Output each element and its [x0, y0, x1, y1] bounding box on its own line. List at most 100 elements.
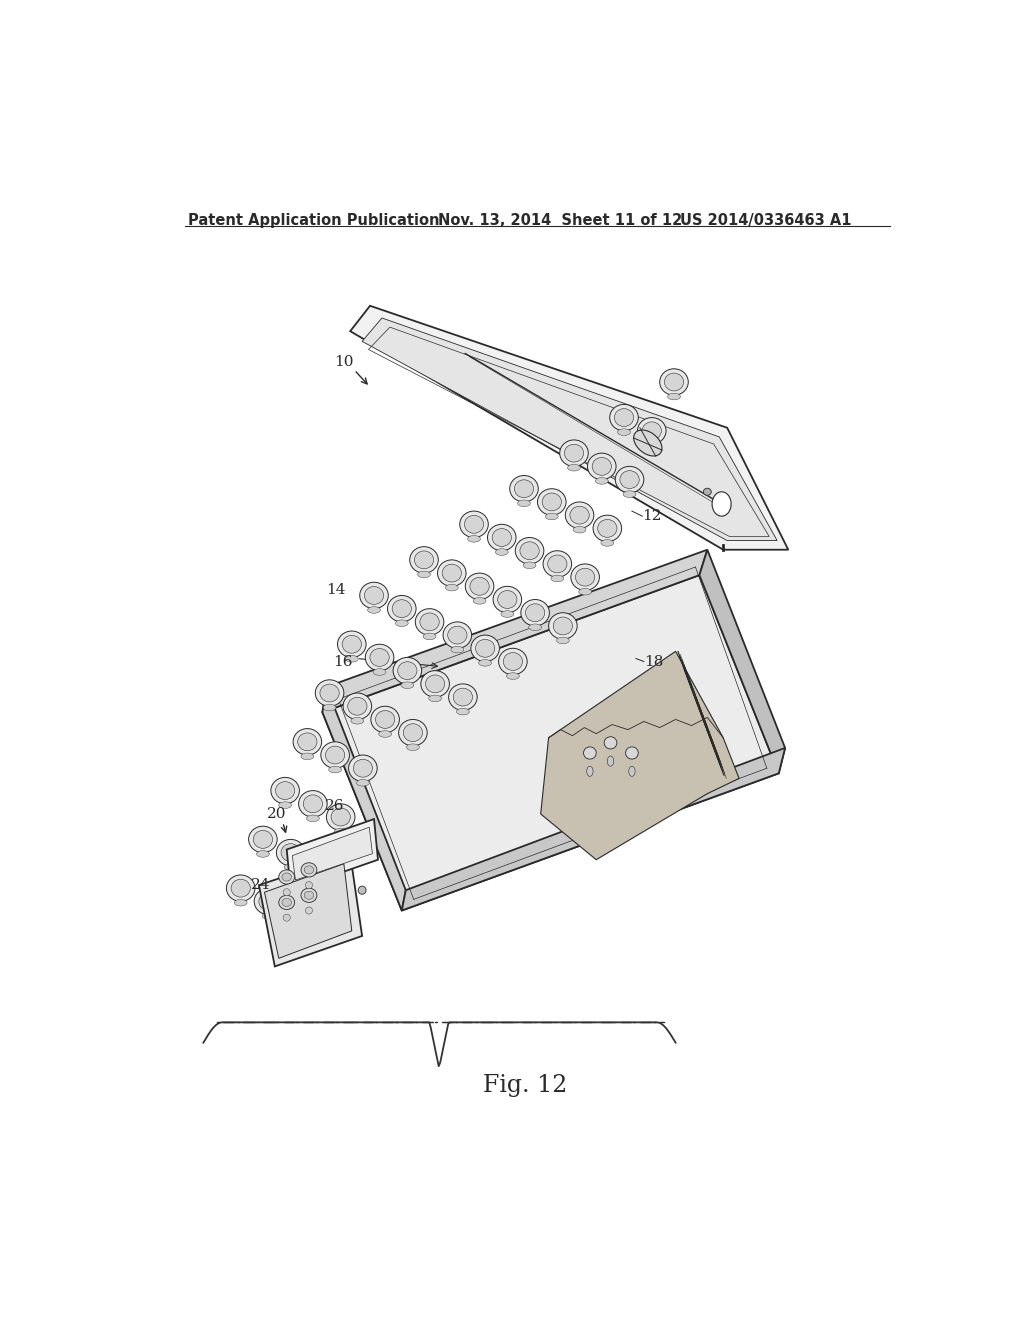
- Polygon shape: [323, 549, 708, 713]
- Ellipse shape: [305, 882, 312, 888]
- Ellipse shape: [334, 828, 347, 834]
- Polygon shape: [401, 748, 785, 911]
- Text: US 2014/0336463 A1: US 2014/0336463 A1: [680, 214, 851, 228]
- Ellipse shape: [270, 777, 299, 804]
- Ellipse shape: [329, 766, 342, 774]
- Ellipse shape: [457, 709, 469, 715]
- Ellipse shape: [478, 660, 492, 667]
- Ellipse shape: [449, 684, 477, 710]
- Ellipse shape: [387, 595, 416, 622]
- Ellipse shape: [626, 747, 638, 759]
- Ellipse shape: [275, 781, 295, 800]
- Ellipse shape: [487, 524, 516, 550]
- Ellipse shape: [553, 616, 572, 635]
- Ellipse shape: [528, 624, 542, 631]
- Ellipse shape: [256, 850, 269, 857]
- Ellipse shape: [473, 598, 486, 605]
- Ellipse shape: [331, 808, 350, 826]
- Polygon shape: [264, 863, 352, 958]
- Ellipse shape: [443, 622, 472, 648]
- Ellipse shape: [284, 888, 290, 896]
- Ellipse shape: [426, 675, 444, 693]
- Ellipse shape: [365, 586, 384, 605]
- Ellipse shape: [359, 582, 388, 609]
- Ellipse shape: [392, 599, 412, 618]
- Ellipse shape: [507, 673, 519, 680]
- Text: 26: 26: [325, 799, 344, 813]
- Ellipse shape: [279, 870, 295, 884]
- Ellipse shape: [407, 744, 420, 751]
- Ellipse shape: [567, 465, 581, 471]
- Ellipse shape: [326, 746, 345, 764]
- Ellipse shape: [565, 502, 594, 528]
- Text: 10: 10: [334, 355, 354, 368]
- Ellipse shape: [475, 639, 495, 657]
- Ellipse shape: [592, 458, 611, 475]
- Ellipse shape: [607, 756, 613, 766]
- Ellipse shape: [556, 638, 569, 644]
- Ellipse shape: [520, 541, 540, 560]
- Ellipse shape: [593, 515, 622, 541]
- Text: Patent Application Publication: Patent Application Publication: [187, 214, 439, 228]
- Ellipse shape: [234, 899, 247, 906]
- Polygon shape: [350, 306, 788, 549]
- Ellipse shape: [523, 562, 536, 569]
- Ellipse shape: [498, 590, 517, 609]
- Ellipse shape: [345, 656, 358, 663]
- Polygon shape: [699, 549, 785, 774]
- Ellipse shape: [499, 648, 527, 675]
- Ellipse shape: [319, 684, 339, 702]
- Ellipse shape: [638, 417, 666, 444]
- Ellipse shape: [442, 564, 462, 582]
- Ellipse shape: [376, 710, 395, 729]
- Ellipse shape: [298, 733, 317, 751]
- Ellipse shape: [615, 466, 644, 492]
- Ellipse shape: [668, 393, 680, 400]
- Ellipse shape: [420, 612, 439, 631]
- Ellipse shape: [454, 688, 472, 706]
- Ellipse shape: [401, 682, 414, 689]
- Ellipse shape: [418, 572, 430, 578]
- Ellipse shape: [560, 440, 589, 466]
- Ellipse shape: [371, 706, 399, 733]
- Ellipse shape: [338, 631, 367, 657]
- Ellipse shape: [421, 671, 450, 697]
- Ellipse shape: [398, 719, 427, 746]
- Ellipse shape: [282, 873, 292, 880]
- Ellipse shape: [395, 620, 409, 627]
- Ellipse shape: [315, 680, 344, 706]
- Ellipse shape: [301, 888, 316, 903]
- Ellipse shape: [604, 737, 616, 748]
- Ellipse shape: [358, 886, 367, 894]
- Ellipse shape: [423, 634, 436, 640]
- Ellipse shape: [496, 549, 508, 556]
- Ellipse shape: [538, 488, 566, 515]
- Text: 14: 14: [327, 583, 346, 598]
- Ellipse shape: [226, 875, 255, 902]
- Ellipse shape: [595, 478, 608, 484]
- Ellipse shape: [624, 491, 636, 498]
- Ellipse shape: [470, 577, 489, 595]
- Ellipse shape: [609, 404, 638, 430]
- Text: 16: 16: [333, 655, 352, 668]
- Ellipse shape: [501, 611, 514, 618]
- Text: 18: 18: [644, 655, 664, 668]
- Ellipse shape: [514, 479, 534, 498]
- Ellipse shape: [665, 374, 684, 391]
- Ellipse shape: [415, 550, 433, 569]
- Ellipse shape: [324, 705, 336, 711]
- Ellipse shape: [525, 603, 545, 622]
- Ellipse shape: [546, 513, 558, 520]
- Polygon shape: [541, 651, 739, 859]
- Ellipse shape: [464, 515, 483, 533]
- Ellipse shape: [617, 429, 631, 436]
- Ellipse shape: [494, 586, 521, 612]
- Ellipse shape: [285, 863, 297, 870]
- Ellipse shape: [460, 511, 488, 537]
- Ellipse shape: [584, 747, 596, 759]
- Ellipse shape: [353, 759, 373, 777]
- Polygon shape: [323, 576, 778, 911]
- Ellipse shape: [279, 895, 295, 909]
- Ellipse shape: [342, 635, 361, 653]
- Ellipse shape: [305, 907, 312, 913]
